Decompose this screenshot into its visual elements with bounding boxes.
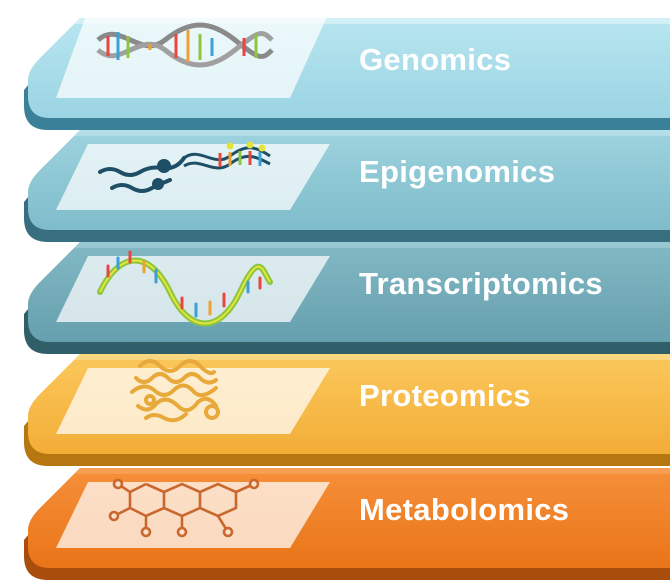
layer-genomics: Genomics — [24, 10, 670, 130]
dna-double-helix-icon — [96, 22, 274, 68]
rna-strand-icon — [97, 250, 273, 327]
layer-transcriptomics: Transcriptomics — [24, 242, 670, 354]
layer-proteomics: Proteomics — [24, 354, 670, 466]
layer-label: Transcriptomics — [359, 266, 603, 301]
layer-label: Proteomics — [359, 378, 531, 413]
layer-label: Genomics — [359, 42, 511, 77]
layer-label: Epigenomics — [359, 154, 555, 189]
methylated-dna-icon — [98, 141, 271, 193]
proteomics-icon-panel — [56, 368, 330, 434]
layer-metabolomics: Metabolomics — [24, 468, 670, 580]
layer-epigenomics: Epigenomics — [24, 130, 670, 242]
layer-label: Metabolomics — [359, 492, 569, 527]
metabolomics-icon-panel — [56, 482, 330, 548]
transcriptomics-icon-panel — [56, 256, 330, 322]
metabolite-molecule-icon — [108, 478, 260, 538]
folded-protein-icon — [130, 359, 220, 423]
